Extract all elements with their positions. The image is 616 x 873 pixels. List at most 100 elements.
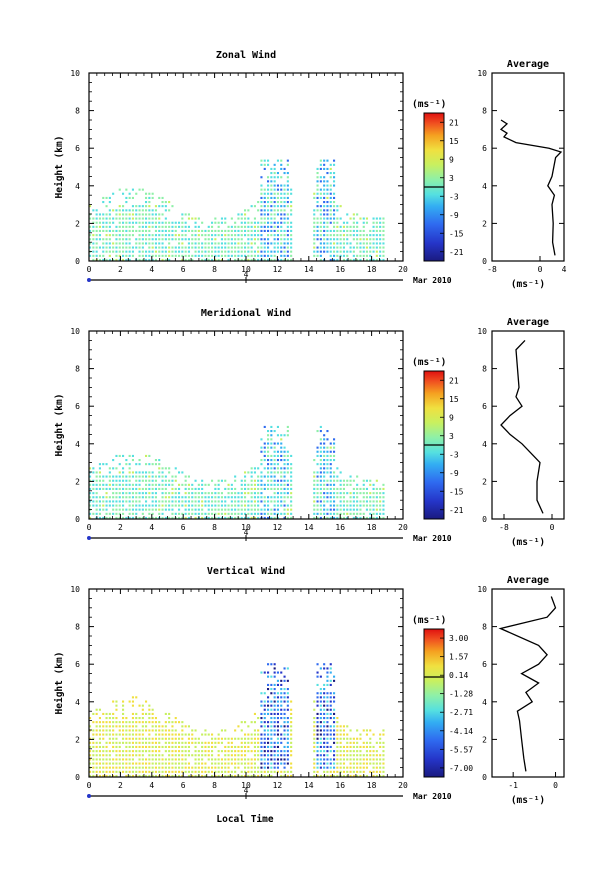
heatmap-cell	[194, 254, 197, 257]
heatmap-cell	[267, 258, 270, 261]
heatmap-cell	[283, 459, 286, 462]
heatmap-cell	[267, 774, 270, 777]
heatmap-cell	[316, 704, 319, 707]
heatmap-cell	[356, 741, 359, 744]
heatmap-cell	[333, 770, 336, 773]
heatmap-cell	[283, 213, 286, 216]
heatmap-cell	[333, 766, 336, 769]
heatmap-cell	[260, 471, 263, 474]
heatmap-cell	[125, 213, 128, 216]
heatmap-cell	[151, 221, 154, 224]
heatmap-cell	[359, 246, 362, 249]
heatmap-cell	[244, 496, 247, 499]
heatmap-cell	[329, 234, 332, 237]
heatmap-cell	[89, 246, 92, 249]
heatmap-cell	[128, 725, 131, 728]
heatmap-cell	[257, 774, 260, 777]
heatmap-cell	[178, 762, 181, 765]
heatmap-cell	[283, 750, 286, 753]
heatmap-cell	[92, 745, 95, 748]
heatmap-cell	[181, 242, 184, 245]
heatmap-cell	[276, 704, 279, 707]
heatmap-cell	[141, 512, 144, 515]
heatmap-cell	[145, 487, 148, 490]
heatmap-cell	[154, 729, 157, 732]
heatmap-cell	[174, 741, 177, 744]
heatmap-cell	[273, 758, 276, 761]
heatmap-cell	[171, 516, 174, 519]
heatmap-cell	[161, 254, 164, 257]
heatmap-cell	[145, 196, 148, 199]
heatmap-cell	[359, 770, 362, 773]
heatmap-cell	[161, 201, 164, 204]
heatmap-cell	[118, 454, 121, 457]
heatmap-cell	[174, 733, 177, 736]
average-x-label: (ms⁻¹)	[511, 537, 545, 548]
heatmap-cell	[131, 754, 134, 757]
heatmap-cell	[326, 217, 329, 220]
heatmap-cell	[326, 471, 329, 474]
heatmap-cell	[217, 483, 220, 486]
heatmap-cell	[138, 774, 141, 777]
heatmap-cell	[214, 483, 217, 486]
heatmap-cell	[273, 463, 276, 466]
y-axis-label: Height (km)	[54, 136, 65, 199]
heatmap-cell	[382, 238, 385, 241]
heatmap-cell	[197, 238, 200, 241]
heatmap-cell	[247, 254, 250, 257]
heatmap-cell	[131, 733, 134, 736]
heatmap-cell	[92, 754, 95, 757]
heatmap-cell	[260, 188, 263, 191]
heatmap-cell	[339, 729, 342, 732]
heatmap-cell	[283, 246, 286, 249]
heatmap-cell	[263, 733, 266, 736]
heatmap-cell	[197, 741, 200, 744]
heatmap-cell	[372, 492, 375, 495]
heatmap-cell	[286, 242, 289, 245]
heatmap-cell	[122, 234, 125, 237]
heatmap-cell	[234, 774, 237, 777]
heatmap-cell	[329, 217, 332, 220]
heatmap-cell	[197, 754, 200, 757]
heatmap-cell	[161, 467, 164, 470]
heatmap-cell	[98, 496, 101, 499]
x-tick-label: 6	[181, 523, 186, 532]
heatmap-cell	[168, 516, 171, 519]
heatmap-cell	[164, 504, 167, 507]
heatmap-cell	[323, 754, 326, 757]
heatmap-cell	[207, 483, 210, 486]
heatmap-cell	[240, 242, 243, 245]
heatmap-cell	[158, 770, 161, 773]
heatmap-cell	[270, 467, 273, 470]
heatmap-cell	[247, 745, 250, 748]
heatmap-cell	[128, 238, 131, 241]
heatmap-cell	[333, 774, 336, 777]
heatmap-cell	[201, 229, 204, 232]
heatmap-cell	[290, 479, 293, 482]
heatmap-cell	[329, 737, 332, 740]
heatmap-cell	[369, 234, 372, 237]
heatmap-cell	[181, 221, 184, 224]
heatmap-cell	[237, 508, 240, 511]
heatmap-cell	[164, 217, 167, 220]
heatmap-cell	[247, 242, 250, 245]
heatmap-cell	[273, 766, 276, 769]
heatmap-cell	[283, 487, 286, 490]
heatmap-cell	[352, 238, 355, 241]
heatmap-cell	[112, 234, 115, 237]
heatmap-cell	[131, 745, 134, 748]
heatmap-cell	[92, 492, 95, 495]
heatmap-cell	[356, 770, 359, 773]
heatmap-cell	[359, 762, 362, 765]
heatmap-cell	[273, 459, 276, 462]
heatmap-cell	[214, 496, 217, 499]
heatmap-cell	[164, 762, 167, 765]
heatmap-cell	[191, 238, 194, 241]
heatmap-cell	[276, 221, 279, 224]
heatmap-cell	[247, 774, 250, 777]
heatmap-cell	[369, 516, 372, 519]
heatmap-cell	[92, 258, 95, 261]
heatmap-cell	[194, 766, 197, 769]
heatmap-cell	[161, 725, 164, 728]
heatmap-cell	[151, 196, 154, 199]
